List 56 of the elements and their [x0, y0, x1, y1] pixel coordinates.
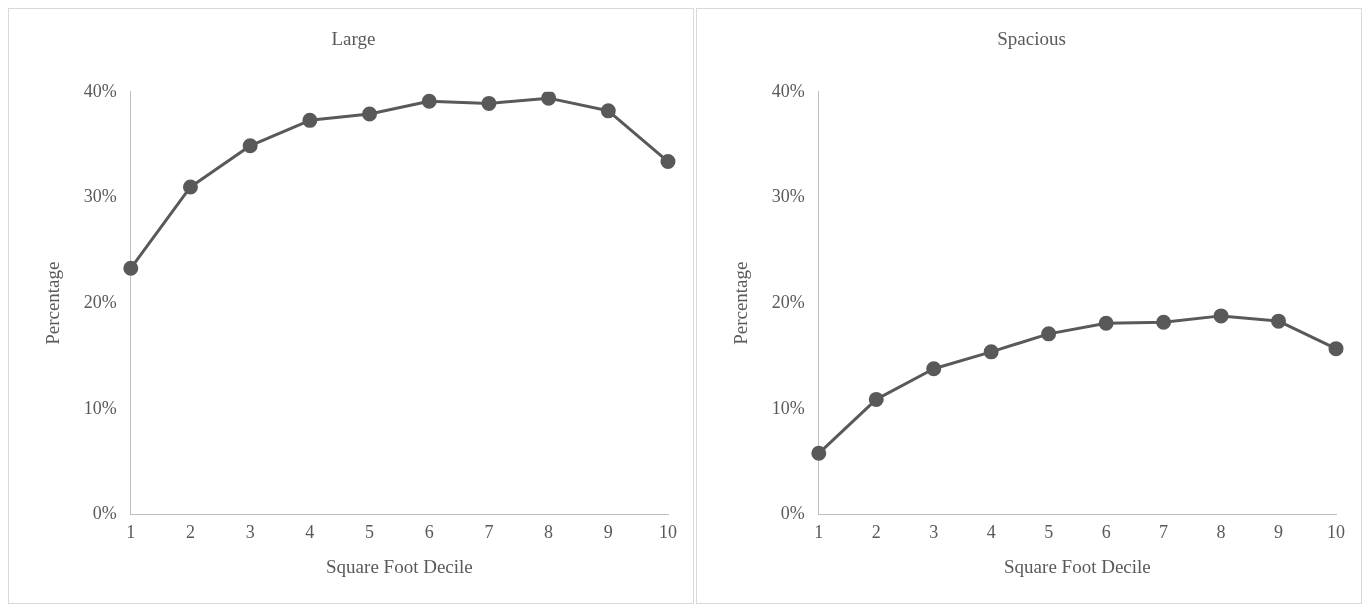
point [242, 138, 258, 154]
point [1271, 313, 1287, 329]
y-tick-label: 20% [83, 291, 117, 312]
x-axis-title: Square Foot Decile [1004, 555, 1151, 577]
x-tick-label: 7 [1159, 522, 1169, 543]
point [362, 106, 378, 122]
x-tick-label: 4 [986, 522, 996, 543]
x-tick-label: 3 [245, 522, 255, 543]
point [1156, 314, 1172, 330]
point [1041, 326, 1057, 342]
point [1098, 315, 1114, 331]
x-tick-label: 2 [185, 522, 195, 543]
chart-title: Spacious [997, 28, 1066, 50]
x-tick-label: 5 [365, 522, 375, 543]
x-tick-label: 3 [929, 522, 939, 543]
x-tick-label: 8 [1216, 522, 1226, 543]
y-tick-label: 40% [83, 80, 117, 101]
x-tick-label: 6 [1101, 522, 1111, 543]
x-tick-label: 1 [814, 522, 824, 543]
x-axis-title: Square Foot Decile [326, 555, 473, 577]
x-tick-label: 4 [305, 522, 315, 543]
x-tick-label: 1 [126, 522, 136, 543]
point [1213, 308, 1229, 324]
x-tick-label: 9 [1274, 522, 1284, 543]
point [182, 179, 198, 195]
y-tick-label: 30% [771, 186, 805, 207]
x-tick-label: 10 [1327, 522, 1345, 543]
point [421, 93, 437, 109]
y-tick-label: 0% [780, 503, 805, 524]
point [868, 391, 884, 407]
y-tick-label: 30% [83, 186, 117, 207]
y-tick-label: 10% [771, 397, 805, 418]
y-tick-label: 40% [771, 80, 805, 101]
point [481, 95, 497, 111]
x-tick-label: 6 [424, 522, 434, 543]
point [926, 361, 942, 377]
y-tick-label: 20% [771, 291, 805, 312]
point [811, 445, 827, 461]
point [1328, 341, 1344, 357]
x-tick-label: 5 [1044, 522, 1054, 543]
point [600, 103, 616, 119]
y-tick-label: 10% [83, 397, 117, 418]
y-axis-title: Percentage [42, 261, 64, 345]
point [660, 154, 676, 170]
chart-title: Large [331, 28, 376, 50]
y-tick-label: 0% [92, 503, 117, 524]
x-tick-label: 2 [871, 522, 881, 543]
x-tick-label: 8 [544, 522, 554, 543]
point [123, 260, 139, 276]
x-tick-label: 10 [659, 522, 677, 543]
point [983, 344, 999, 360]
point [302, 112, 318, 128]
point [541, 91, 557, 106]
x-tick-label: 7 [484, 522, 494, 543]
x-tick-label: 9 [603, 522, 613, 543]
y-axis-title: Percentage [730, 261, 752, 345]
